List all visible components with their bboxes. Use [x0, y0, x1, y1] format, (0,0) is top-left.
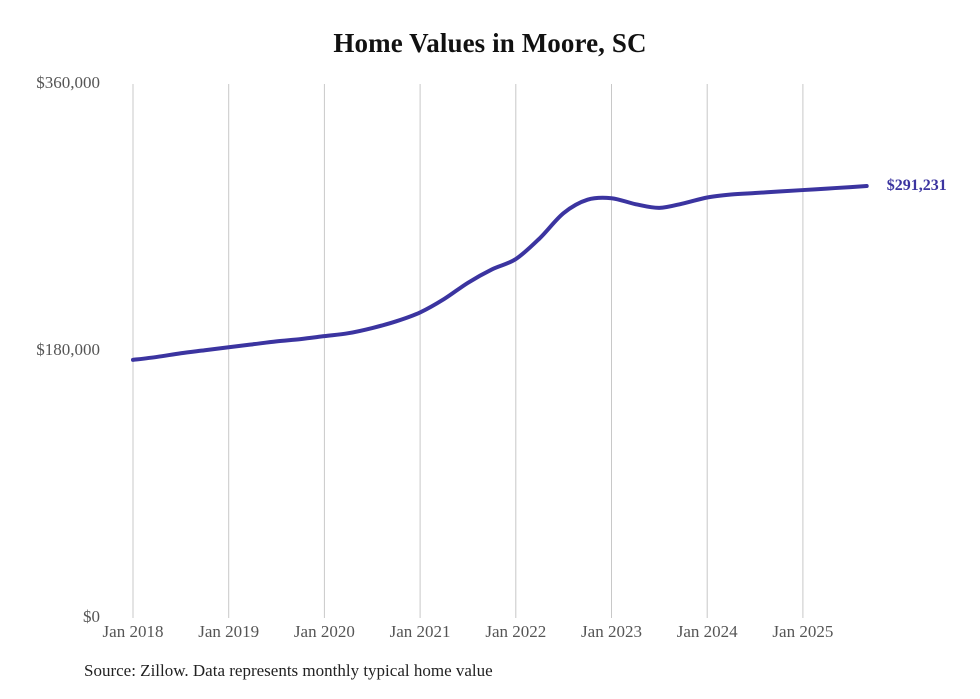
x-axis-tick-label-2022-01: Jan 2022 — [485, 622, 547, 641]
x-axis-tick-label-2018-01: Jan 2018 — [102, 622, 164, 641]
x-axis-tick-label-2021-01: Jan 2021 — [389, 622, 451, 641]
y-axis-tick-label-0: $0 — [83, 607, 100, 626]
gridlines — [132, 84, 804, 618]
x-axis-tick-label-2023-01: Jan 2023 — [581, 622, 642, 641]
source-note: Source: Zillow. Data represents monthly … — [84, 661, 493, 680]
last-value-annotation: $291,231 — [886, 177, 947, 194]
data-series-group — [131, 184, 869, 362]
y-axis-tick-label-360000: $360,000 — [36, 73, 100, 92]
x-axis-tick-label-2019-01: Jan 2019 — [198, 622, 260, 641]
chart-title: Home Values in Moore, SC — [333, 28, 647, 58]
y-axis-tick-label-180000: $180,000 — [36, 340, 100, 359]
x-axis-tick-label-2020-01: Jan 2020 — [293, 622, 355, 641]
x-axis-tick-label-2024-01: Jan 2024 — [676, 622, 738, 641]
x-axis-tick-label-2025-01: Jan 2025 — [772, 622, 834, 641]
series-line-0 — [131, 184, 869, 362]
